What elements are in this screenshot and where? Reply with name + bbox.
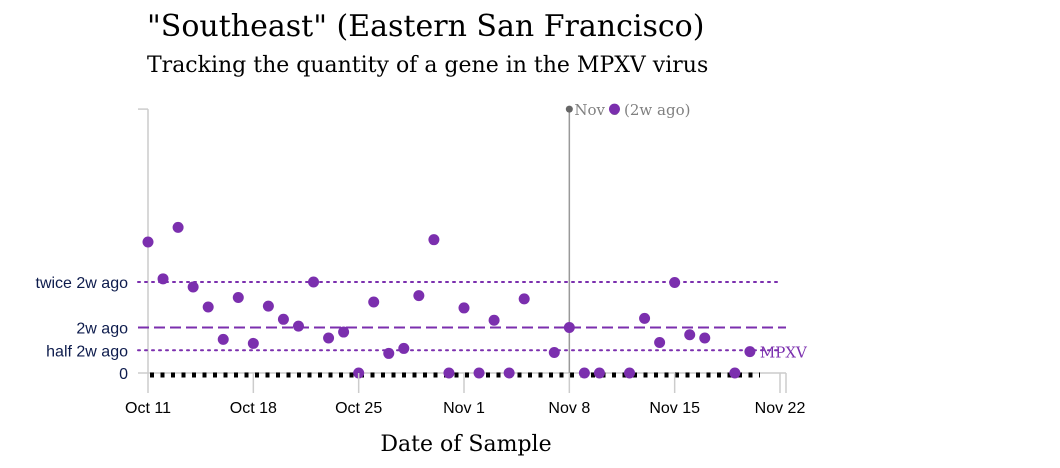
- x-axis-title: Date of Sample: [380, 432, 551, 457]
- data-point: [262, 300, 274, 312]
- data-point: [684, 329, 696, 341]
- chart-subtitle: Tracking the quantity of a gene in the M…: [147, 53, 708, 78]
- data-point: [744, 346, 756, 358]
- data-point: [624, 367, 636, 379]
- data-point: [338, 326, 350, 338]
- data-point: [398, 342, 410, 354]
- data-point: [172, 221, 184, 233]
- series-label: MPXV: [760, 344, 808, 362]
- x-tick-label: Nov 15: [649, 400, 700, 417]
- data-point: [563, 322, 575, 333]
- y-label: half 2w ago: [46, 343, 128, 360]
- data-point: [639, 312, 651, 324]
- data-point: [473, 367, 485, 379]
- data-point: [654, 337, 666, 349]
- data-point: [518, 293, 530, 305]
- x-tick-label: Oct 25: [335, 400, 382, 417]
- data-point: [277, 313, 289, 325]
- data-point: [232, 291, 244, 303]
- data-point: [593, 367, 605, 379]
- data-point: [578, 367, 590, 379]
- data-point: [187, 281, 199, 293]
- x-tick-label: Nov 8: [548, 400, 590, 417]
- chart-title: "Southeast" (Eastern San Francisco): [147, 9, 704, 44]
- x-tick-label: Oct 18: [230, 400, 277, 417]
- data-point: [428, 234, 440, 246]
- x-ticks: Oct 11 Oct 18 Oct 25 Nov 1 Nov 8 Nov 15 Nov 22: [125, 373, 805, 417]
- annotation-label: Nov 8 (2w ago): [574, 101, 690, 119]
- x-tick-label: Nov 22: [755, 400, 806, 417]
- x-tick-label: Oct 11: [125, 400, 171, 417]
- data-point: [443, 367, 455, 379]
- data-point: [292, 320, 304, 332]
- y-label: twice 2w ago: [36, 275, 129, 292]
- y-label: 0: [119, 366, 128, 383]
- data-point: [308, 276, 320, 288]
- data-point: [413, 290, 425, 302]
- data-point: [202, 301, 214, 313]
- data-point: [488, 314, 500, 326]
- data-point: [503, 367, 515, 379]
- annotation: Nov 8 (2w ago): [565, 101, 690, 373]
- data-point: [608, 103, 620, 115]
- data-point: [157, 273, 169, 285]
- data-point: [383, 347, 395, 359]
- x-tick-label: Nov 1: [443, 400, 485, 417]
- data-point: [323, 332, 335, 344]
- data-points: MPXV: [142, 103, 808, 379]
- data-point: [142, 236, 154, 248]
- data-point: [247, 337, 259, 349]
- data-point: [458, 302, 470, 314]
- data-point: [669, 276, 681, 288]
- data-point: [217, 333, 229, 345]
- annotation-marker: [565, 105, 573, 113]
- data-point: [699, 332, 711, 344]
- data-point: [729, 367, 741, 379]
- data-point: [368, 296, 380, 308]
- data-point: [548, 347, 560, 359]
- y-label: 2w ago: [76, 321, 128, 338]
